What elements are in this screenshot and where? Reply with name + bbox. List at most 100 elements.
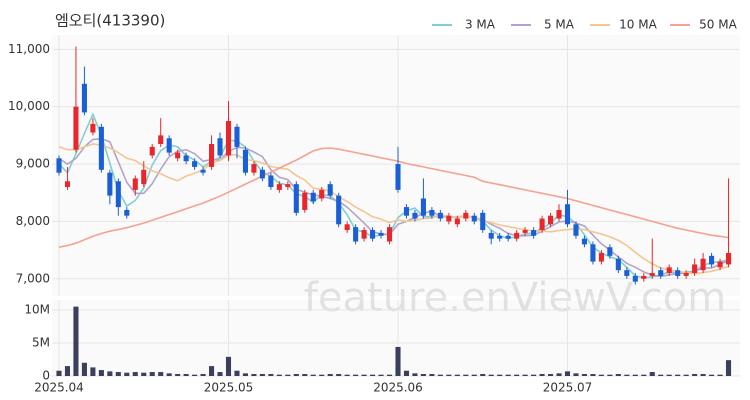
volume-bar [115,372,121,376]
legend-label: 10 MA [619,18,657,32]
volume-bar [548,374,554,376]
candle-body [132,178,138,190]
volume-bar [107,371,113,376]
candle-body [268,175,274,188]
x-tick-label: 2025.07 [543,381,593,395]
volume-bar [98,370,104,376]
volume-bar [598,374,604,376]
ma-line [58,143,729,275]
volume-bar [624,374,630,376]
volume-bar [259,374,265,376]
candle-body [649,273,655,276]
volume-bar [90,367,96,376]
volume-bar [649,372,655,376]
volume-bar [293,374,299,376]
volume-bar [420,374,426,376]
volume-bar [141,372,147,376]
volume-bar [446,374,452,376]
candle-body [56,158,62,173]
volume-bar [175,374,181,376]
candle-body [573,224,579,236]
volume-bar [344,374,350,376]
candle-body [658,270,664,276]
candle-body [641,275,647,279]
candle-body [361,230,367,239]
watermark: feature.enViewV.com [304,275,726,321]
volume-bar [590,374,596,376]
volume-bar [336,374,342,376]
volume-bar [641,374,647,376]
candle-body [675,270,681,276]
candle-body [293,184,299,213]
volume-bar [480,374,486,376]
volume-bar [395,346,401,376]
candle-body [158,135,164,144]
candle-body [378,232,384,236]
candle-body [497,235,503,239]
candle-body [234,126,240,147]
candle-body [166,138,172,153]
candle-body [107,172,113,196]
y-tick-label: 11,000 [8,42,50,56]
volume-bar [251,374,257,376]
legend-label: 50 MA [699,18,737,32]
candle-body [539,218,545,231]
candle-body [386,227,393,242]
volume-bar [378,374,384,376]
volume-bar [327,374,333,376]
candle-body [412,212,418,219]
y-tick-label: 10,000 [8,99,50,113]
volume-bar [124,372,130,376]
candle-body [200,169,206,173]
volume-bar [276,374,282,376]
candle-body [471,215,477,222]
volume-bar [658,374,664,376]
candle-body [370,230,376,239]
candle-body [717,261,723,268]
candle-body [420,198,426,216]
candle-body [454,218,460,225]
volume-bar [607,374,613,376]
candle-body [505,235,511,239]
volume-tick-label: 0 [42,369,50,383]
y-tick-label: 7,000 [16,271,50,285]
volume-bar [514,374,520,376]
volume-bar [463,374,469,376]
volume-bar [573,373,579,376]
volume-bar [692,374,698,376]
candle-body [480,212,486,231]
volume-bar [675,374,681,376]
x-tick-label: 2025.06 [373,381,423,395]
volume-bar [319,374,325,376]
candle-body [327,184,333,196]
candle-body [192,161,198,167]
volume-bar [454,374,460,376]
candle-body [285,184,291,188]
candle-body [590,244,596,262]
ma-line [58,137,729,278]
candle-body [700,258,706,271]
volume-bar [497,374,503,376]
legend-label: 3 MA [465,18,496,32]
volume-tick-label: 10M [24,302,50,316]
x-tick-label: 2025.04 [34,381,84,395]
candle-body [514,232,520,239]
candle-body [615,258,621,271]
candle-body [344,224,350,231]
volume-bar [725,360,732,376]
volume-bar [56,370,62,376]
candle-body [90,123,96,133]
volume-bar [386,374,393,376]
candle-body [259,169,265,179]
candle-body [251,164,257,173]
volume-bar [471,374,477,376]
candle-body [124,209,130,216]
volume-bar [556,373,562,376]
candle-body [73,106,79,150]
y-tick-label: 9,000 [16,157,50,171]
volume-bar [531,374,537,376]
candle-body [598,252,604,262]
volume-tick-label: 5M [32,335,50,349]
candle-body [556,209,562,219]
volume-bar [505,374,511,376]
